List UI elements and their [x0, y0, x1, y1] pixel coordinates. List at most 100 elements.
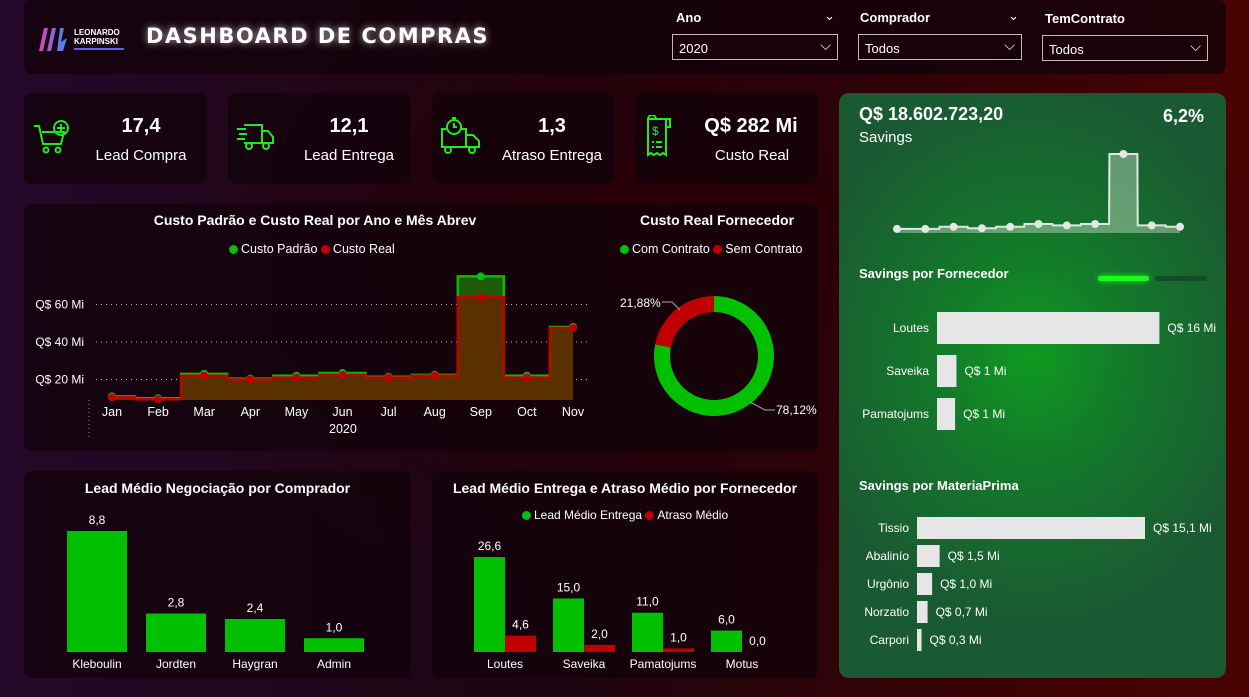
data-label: 1,0 [326, 620, 343, 634]
data-point [430, 371, 439, 380]
lead-entrega-chart: 26,6 4,6 Loutes 15,0 2,0 Saveika 11,0 1,0 Pamato… [474, 539, 766, 671]
filter-ano-label: Ano [676, 10, 702, 25]
y-tick-label: Q$ 40 Mi [35, 335, 84, 349]
category-label: Urgônio [867, 577, 909, 591]
data-label: Q$ 16 Mi [1167, 321, 1216, 335]
svg-text:$: $ [652, 124, 659, 138]
x-tick-label: Apr [241, 405, 260, 419]
donut-legend: Com Contrato Sem Contrato [620, 242, 802, 256]
legend-label: Custo Real [332, 242, 395, 256]
data-label: Q$ 0,3 Mi [930, 633, 982, 647]
bar [67, 531, 127, 652]
x-tick-label: Jordten [156, 657, 196, 671]
leader-line [662, 301, 681, 311]
data-point [476, 293, 485, 301]
y-tick-label: Q$ 20 Mi [35, 373, 84, 387]
page-indicator[interactable] [1155, 276, 1207, 281]
legend-label: Lead Médio Entrega [534, 508, 643, 522]
y-tick-label: Q$ 60 Mi [35, 298, 84, 312]
data-point [292, 373, 301, 382]
data-point [1034, 220, 1043, 228]
data-label: 11,0 [636, 595, 659, 609]
x-tick-label: Haygran [232, 657, 277, 671]
lead-entrega-title: Lead Médio Entrega e Atraso Médio por Fo… [452, 480, 798, 496]
x-tick-label: May [285, 405, 309, 419]
x-tick-label: Pamatojums [630, 657, 697, 671]
data-label: 2,8 [168, 596, 185, 610]
kpi-card-custo-real: $ Q$ 282 Mi Custo Real [635, 93, 818, 184]
legend-dot [620, 245, 629, 254]
kpi-value: 12,1 [329, 115, 369, 137]
filter-temcontrato-label: TemContrato [1045, 11, 1125, 26]
bar [553, 598, 584, 652]
kpi-label: Lead Compra [95, 147, 187, 164]
x-tick-label: Admin [317, 657, 351, 671]
data-point [1091, 220, 1100, 228]
custo-line-chart: Q$ 20 Mi Q$ 40 Mi Q$ 60 Mi Jan Feb Mar Apr May J… [35, 272, 590, 440]
x-tick-label: Jun [332, 405, 352, 419]
bar [584, 644, 615, 652]
chevron-down-icon[interactable]: ⌄ [1008, 8, 1019, 23]
kpi-value: 1,3 [538, 115, 566, 137]
savings-fornecedor-title: Savings por Fornecedor [859, 266, 1009, 281]
legend-dot [229, 245, 238, 254]
lead-negociacao-title: Lead Médio Negociação por Comprador [84, 480, 351, 496]
category-label: Loutes [893, 321, 929, 335]
x-tick-label: Feb [147, 405, 169, 419]
x-tick-label: Mar [193, 405, 215, 419]
category-label: Abalinío [866, 549, 910, 563]
data-point [949, 222, 958, 231]
bar [632, 612, 663, 652]
lead-entrega-legend: Lead Médio Entrega Atraso Médio [522, 508, 728, 522]
data-point [1147, 221, 1156, 230]
bar [937, 355, 957, 387]
filter-ano-dropdown[interactable]: 2020 ⌵ [672, 34, 838, 60]
savings-label: Savings [859, 129, 913, 146]
filter-temcontrato-value: Todos [1049, 42, 1084, 57]
x-tick-label: Oct [517, 405, 537, 419]
legend-label: Com Contrato [632, 242, 710, 256]
data-label: 6,0 [718, 613, 735, 627]
bar [917, 545, 940, 567]
donut-label-sem: 21,88% [620, 296, 661, 310]
bar [505, 635, 536, 652]
filter-ano-value: 2020 [679, 41, 708, 56]
category-label: Carpori [870, 633, 909, 647]
kpi-card-lead-compra: 17,4 Lead Compra [24, 93, 207, 184]
filter-comprador-dropdown[interactable]: Todos ⌵ [858, 34, 1022, 60]
x-axis-title: 2020 [329, 422, 357, 436]
bar [917, 517, 1146, 539]
savings-percent: 6,2% [1163, 106, 1205, 126]
savings-bar-charts: Loutes Q$ 16 Mi Saveika Q$ 1 Mi Pamatojums Q$… [862, 312, 1216, 651]
x-tick-label: Loutes [487, 657, 523, 671]
data-point [893, 224, 901, 233]
category-label: Pamatojums [862, 407, 929, 421]
cart-plus-icon [34, 120, 69, 154]
chevron-down-icon[interactable]: ⌄ [824, 8, 835, 23]
filter-temcontrato-dropdown[interactable]: Todos ⌵ [1042, 35, 1208, 61]
legend-dot [713, 245, 723, 254]
data-point [977, 224, 986, 233]
data-point [569, 323, 577, 332]
bar [937, 398, 956, 430]
data-label: 0,0 [749, 634, 766, 648]
header-bar [24, 0, 1226, 74]
page-indicator-active[interactable] [1098, 276, 1149, 281]
savings-materia-title: Savings por MateriaPrima [859, 478, 1019, 493]
data-label: 4,6 [512, 618, 529, 632]
data-point [921, 224, 930, 233]
leader-line [749, 401, 775, 411]
data-label: Q$ 1 Mi [964, 364, 1006, 378]
data-label: 15,0 [557, 580, 581, 594]
data-point [522, 373, 531, 382]
donut-label-com: 78,12% [776, 403, 817, 417]
chevron-down-icon: ⌵ [820, 37, 831, 53]
savings-value: Q$ 18.602.723,20 [859, 104, 1004, 124]
bar [937, 312, 1160, 344]
bar [474, 557, 505, 652]
filter-comprador-label: Comprador [860, 10, 931, 25]
bar [711, 630, 742, 652]
kpi-value: 17,4 [121, 115, 161, 137]
x-tick-label: Jul [381, 405, 397, 419]
donut-chart [654, 296, 775, 416]
